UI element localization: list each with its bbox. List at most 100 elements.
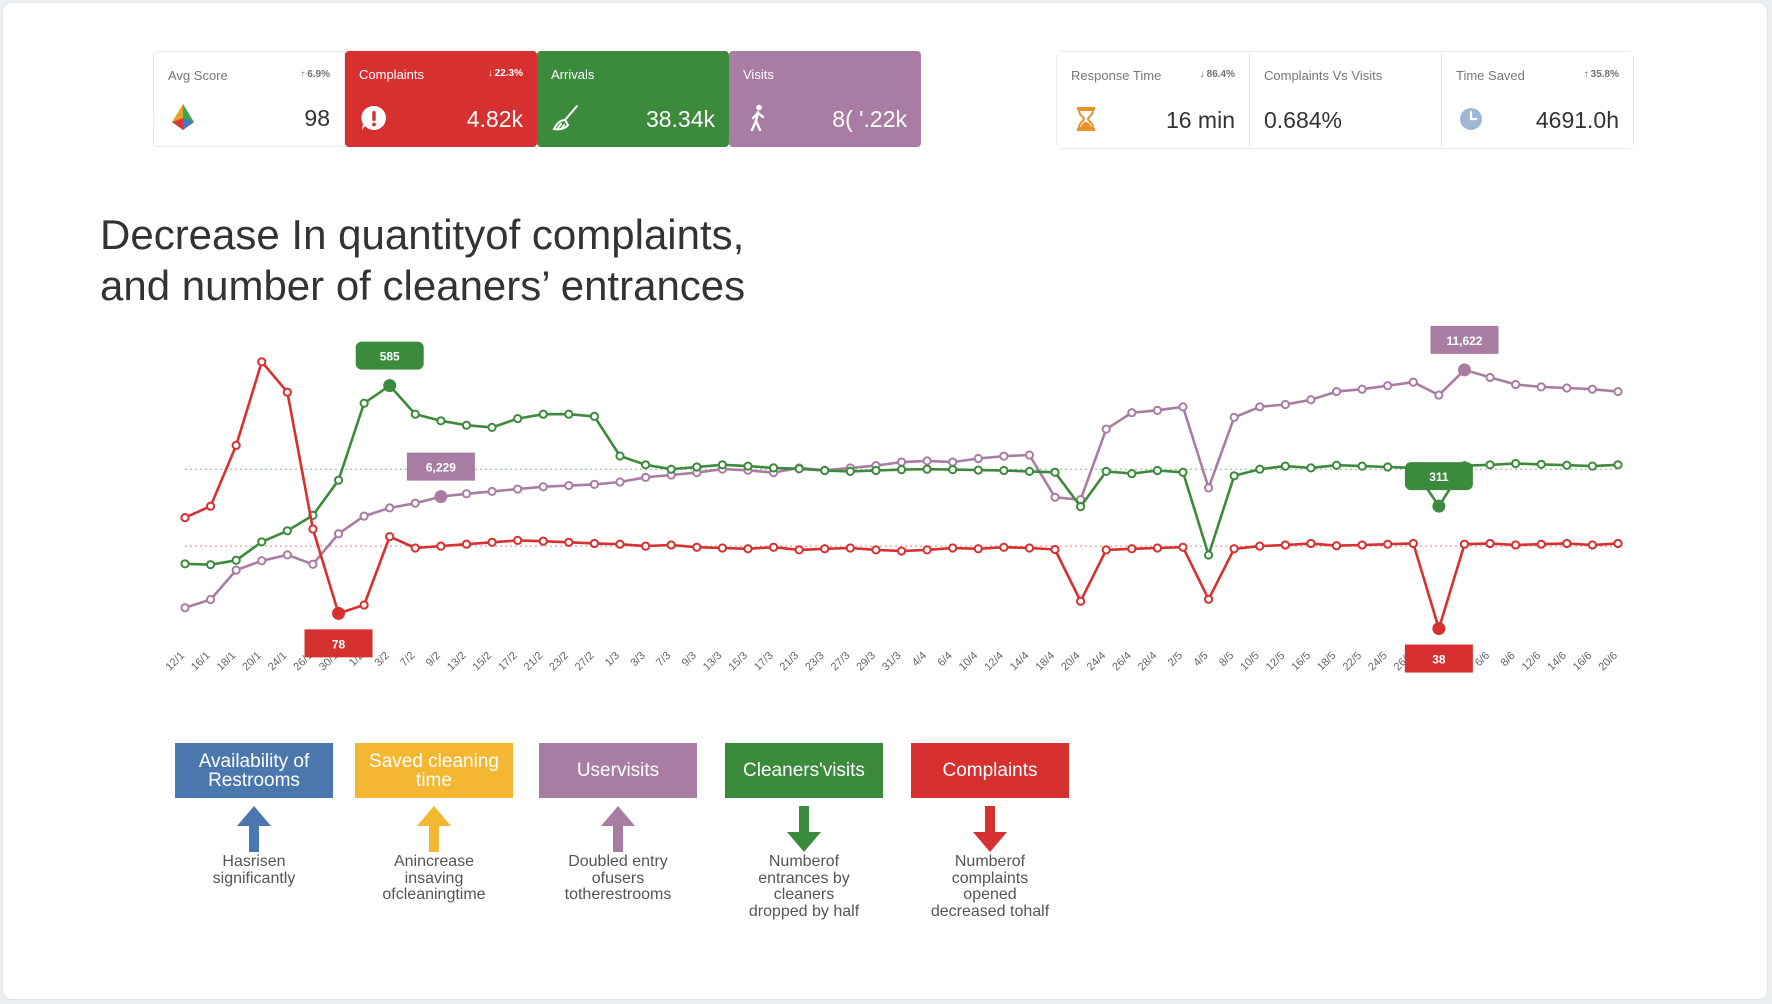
kpi-card-visits[interactable]: Visits 8( '.22k: [729, 51, 921, 147]
x-tick-label: 20/6: [1596, 650, 1620, 674]
x-tick-label: 14/4: [1008, 650, 1032, 674]
x-tick-label: 20/4: [1059, 650, 1083, 674]
kpi-value: 98: [304, 105, 330, 131]
kpi-card-complaints-vs-visits[interactable]: Complaints Vs Visits 0.684%: [1249, 52, 1441, 148]
callout-dot: [1432, 622, 1446, 636]
line-chart: 12/1 16/1 18/1 20/1 24/1 26/1 30/1 1/2 3/2 7/2 9/2…: [163, 325, 1623, 674]
data-point: [948, 457, 958, 467]
data-point: [768, 463, 779, 473]
clock-icon: [1460, 108, 1482, 130]
data-point: [1306, 395, 1316, 405]
data-point: [1357, 461, 1367, 471]
x-tick-label: 27/2: [573, 650, 597, 674]
data-point: [973, 465, 983, 475]
data-point: [487, 486, 497, 497]
data-point: [845, 466, 855, 476]
kpi-label: Time Saved: [1456, 68, 1525, 83]
callout-box: [1404, 644, 1473, 673]
x-tick-label: 6/6: [1473, 650, 1492, 669]
data-point: [615, 539, 625, 549]
x-tick-label: 18/5: [1315, 650, 1339, 674]
data-point: [1587, 461, 1598, 471]
arrow-down-icon: [973, 806, 1007, 852]
data-point: [308, 524, 318, 534]
x-tick-label: 15/2: [471, 650, 495, 674]
legend-note: Hasrisen significantly: [212, 853, 296, 887]
data-point: [999, 542, 1009, 552]
legend-cleaners-visits: Cleaners'visits: [725, 743, 883, 798]
x-tick-label: 17/2: [496, 650, 520, 674]
data-point: [1306, 463, 1316, 473]
data-point: [948, 465, 958, 475]
kpi-label: Complaints Vs Visits: [1264, 68, 1383, 83]
series-uservisits: [180, 365, 1623, 613]
x-tick-label: 14/6: [1545, 650, 1569, 674]
kpi-value: 38.34k: [645, 106, 715, 132]
data-point: [1255, 541, 1265, 551]
data-point: [1050, 544, 1060, 555]
data-point: [282, 387, 292, 397]
x-tick-label: 18/4: [1034, 650, 1058, 674]
kpi-value: 0.684%: [1264, 107, 1343, 133]
x-tick-label: 2/5: [1166, 650, 1185, 669]
x-tick-label: 12/6: [1520, 650, 1544, 674]
x-tick-label: 13/2: [445, 650, 469, 674]
callout-dot: [1432, 499, 1446, 513]
data-point: [333, 529, 344, 539]
data-point: [1203, 550, 1214, 560]
data-point: [1280, 540, 1290, 550]
kpi-delta: ↑ 35.8%: [1583, 69, 1619, 80]
legend-saved-cleaning-time: Saved cleaning time: [355, 743, 513, 798]
kpi-card-complaints[interactable]: Complaints ↓ 22.3% 4.82k: [345, 51, 537, 147]
data-point: [1383, 381, 1393, 391]
data-point: [1050, 492, 1060, 502]
kpi-card-time-saved[interactable]: Time Saved ↑ 35.8% 4691.0h: [1441, 52, 1633, 148]
x-tick-label: 6/4: [935, 650, 954, 669]
data-point: [436, 416, 446, 426]
data-point: [589, 411, 600, 421]
data-point: [461, 420, 472, 430]
x-tick-label: 10/5: [1238, 650, 1262, 674]
data-point: [1152, 543, 1162, 553]
kpi-card-avg-score[interactable]: Avg Score ↑ 6.9% 98: [153, 51, 345, 147]
kpi-card-arrivals[interactable]: Arrivals 38.34k: [537, 51, 729, 147]
data-point: [231, 440, 241, 450]
x-tick-label: 10/4: [957, 650, 981, 674]
data-point: [564, 480, 574, 491]
x-tick-label: 18/1: [215, 650, 239, 674]
data-point: [845, 543, 855, 553]
x-tick-label: 22/5: [1341, 650, 1365, 674]
legend-note: Numberof entrances by cleaners dropped b…: [748, 853, 860, 920]
data-point: [385, 503, 395, 513]
arrow-down-icon: ↓: [487, 68, 493, 79]
data-point: [666, 464, 676, 474]
x-tick-label: 16/6: [1571, 650, 1595, 674]
x-tick-label: 12/4: [982, 650, 1006, 674]
data-point: [180, 513, 190, 523]
data-point: [1511, 458, 1521, 469]
x-tick-label: 1/3: [603, 650, 622, 669]
data-point: [768, 542, 779, 552]
data-point: [1485, 372, 1495, 383]
data-point: [896, 546, 907, 556]
headline: Decrease In quantityof complaints, and n…: [100, 211, 746, 309]
x-tick-label: 21/2: [522, 650, 546, 674]
data-point: [1536, 382, 1546, 392]
data-point: [922, 545, 932, 555]
legend-availability-of-restrooms: Availability of Restrooms: [175, 743, 333, 798]
callout-dot: [332, 606, 346, 620]
data-point: [385, 532, 395, 542]
data-point: [1587, 384, 1598, 394]
data-point: [1152, 405, 1162, 415]
exclamation-icon: [361, 105, 386, 130]
data-point: [461, 489, 472, 499]
data-point: [1383, 462, 1393, 472]
x-tick-label: 9/2: [424, 650, 443, 669]
data-point: [615, 477, 625, 487]
data-point: [282, 550, 292, 560]
data-point: [538, 536, 548, 546]
kpi-card-response-time[interactable]: Response Time ↓ 86.4% 16 min: [1057, 52, 1249, 148]
data-point: [564, 537, 574, 547]
data-point: [1152, 465, 1162, 476]
data-point: [1408, 377, 1418, 387]
